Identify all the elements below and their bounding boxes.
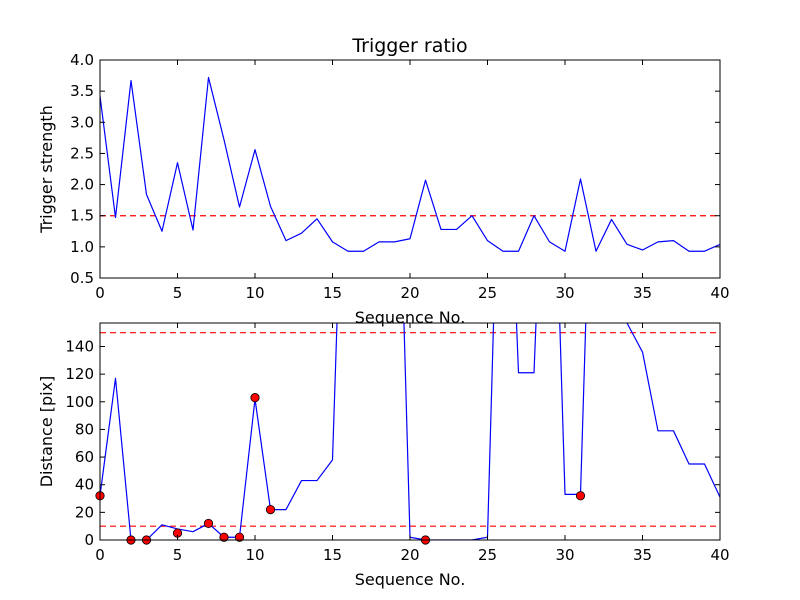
x-tick-label: 10 [245,546,264,564]
x-tick-label: 25 [478,284,497,302]
y-tick-label: 20 [75,503,94,521]
x-tick-label: 5 [173,284,183,302]
data-point-marker [203,518,214,529]
y-tick-label: 140 [65,337,94,355]
y-tick-label: 40 [75,476,94,494]
y-tick-label: 0 [84,531,94,549]
data-point-marker [234,532,245,542]
x-tick-label: 0 [95,546,105,564]
y-tick-label: 1.5 [70,207,94,225]
y-tick-label: 3.5 [70,82,94,100]
x-tick-label: 5 [173,546,183,564]
y-tick-label: 80 [75,420,94,438]
x-tick-label: 25 [478,546,497,564]
y-tick-label: 120 [65,365,94,383]
y-tick-label: 4.0 [70,51,94,69]
x-tick-label: 40 [710,284,729,302]
y-tick-label: 60 [75,448,94,466]
trigger-ratio-chart: 0 5 10 15 20 25 30 35 40 0.5 1.0 1.5 2.0 2.5 3.0 3.5 4.0… [37,35,730,327]
x-tick-label: 20 [400,546,419,564]
y-tick-label: 2.5 [70,144,94,162]
y-axis-label: Trigger strength [37,105,56,234]
data-point-marker [575,491,586,501]
x-tick-label: 20 [400,284,419,302]
x-tick-label: 0 [95,284,105,302]
x-tick-label: 35 [633,546,652,564]
y-tick-label: 1.0 [70,238,94,256]
distance-chart: 0 5 10 15 20 25 30 35 40 0 20 40 60 80 100 120 140 Sequen… [37,322,730,589]
x-tick-label: 15 [323,546,342,564]
y-axis-label: Distance [pix] [37,376,56,488]
x-tick-label: 30 [555,546,574,564]
y-tick-label: 100 [65,393,94,411]
x-axis-label: Sequence No. [355,308,466,327]
plot-area [100,76,720,252]
x-tick-label: 10 [245,284,264,302]
x-axis-label: Sequence No. [355,570,466,589]
x-tick-label: 30 [555,284,574,302]
y-tick-label: 0.5 [70,269,94,287]
chart-title: Trigger ratio [351,35,467,57]
y-tick-label: 2.0 [70,176,94,194]
x-tick-label: 35 [633,284,652,302]
data-point-marker [219,532,229,542]
data-point-marker [250,393,260,403]
x-tick-label: 15 [323,284,342,302]
series-line [100,76,720,252]
y-tick-label: 3.0 [70,113,94,131]
data-point-marker [265,504,276,515]
x-tick-label: 40 [710,546,729,564]
